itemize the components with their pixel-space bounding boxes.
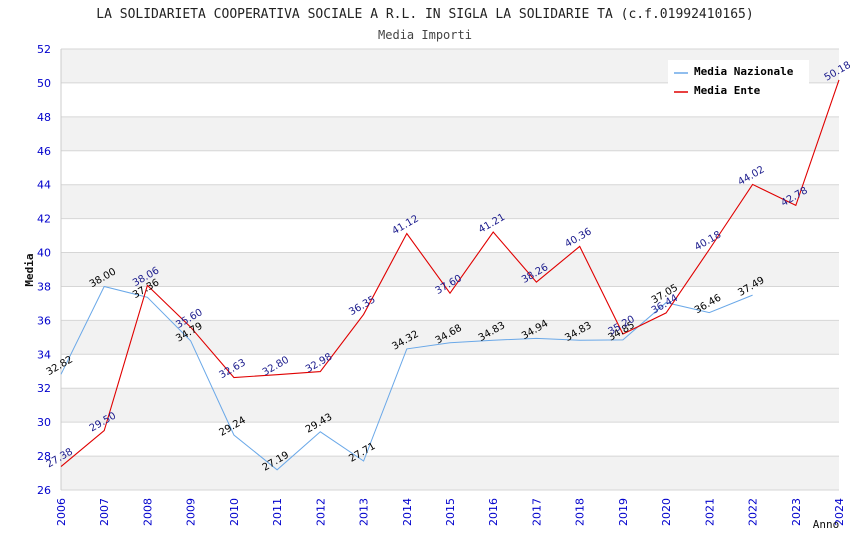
series-line-media-nazionale xyxy=(60,285,753,471)
legend: Media Nazionale Media Ente xyxy=(668,60,809,102)
x-tick-label: 2018 xyxy=(574,498,587,526)
x-tick-label: 2010 xyxy=(228,498,241,526)
x-tick-label: 2012 xyxy=(314,498,327,526)
plot-background-bands xyxy=(61,49,839,490)
x-tick-label: 2023 xyxy=(790,498,803,526)
y-tick-label: 30 xyxy=(37,416,51,429)
legend-label-media-ente: Media Ente xyxy=(694,84,761,97)
y-tick-label: 50 xyxy=(37,77,51,90)
x-tick-labels: 2006 2007 2008 2009 2010 2011 2012 2013 2014 2015… xyxy=(55,498,846,526)
y-tick-label: 34 xyxy=(37,348,51,361)
y-tick-label: 48 xyxy=(37,111,51,124)
data-label: 40.18 xyxy=(693,229,723,253)
x-tick-label: 2022 xyxy=(747,498,760,526)
x-tick-label: 2017 xyxy=(530,498,543,526)
y-tick-label: 44 xyxy=(37,179,51,192)
x-tick-label: 2021 xyxy=(703,498,716,526)
background-band xyxy=(61,388,839,423)
legend-label-media-nazionale: Media Nazionale xyxy=(694,65,794,78)
y-tick-label: 26 xyxy=(37,484,51,497)
x-tick-label: 2014 xyxy=(401,498,414,526)
x-tick-label: 2009 xyxy=(185,498,198,526)
y-tick-label: 52 xyxy=(37,43,51,56)
x-tick-label: 2020 xyxy=(660,498,673,526)
background-band xyxy=(61,116,839,151)
background-band xyxy=(61,456,839,490)
y-tick-label: 46 xyxy=(37,145,51,158)
x-tick-label: 2016 xyxy=(487,498,500,526)
x-tick-label: 2007 xyxy=(98,498,111,526)
y-tick-label: 42 xyxy=(37,213,51,226)
x-tick-label: 2015 xyxy=(444,498,457,526)
x-tick-label: 2013 xyxy=(358,498,371,526)
x-tick-label: 2011 xyxy=(271,498,284,526)
legend-box xyxy=(668,60,809,102)
chart-subtitle: Media Importi xyxy=(378,28,472,42)
y-tick-label: 28 xyxy=(37,450,51,463)
series-line-media-ente xyxy=(60,79,840,468)
y-tick-label: 32 xyxy=(37,382,51,395)
x-tick-label: 2024 xyxy=(833,498,846,526)
x-tick-label: 2008 xyxy=(141,498,154,526)
background-band xyxy=(61,252,839,287)
data-label: 40.36 xyxy=(563,226,593,250)
x-tick-label: 2019 xyxy=(617,498,630,526)
x-tick-label: 2006 xyxy=(55,498,68,526)
y-tick-labels: 26 28 30 32 34 36 38 40 42 44 46 48 50 52 xyxy=(37,43,51,497)
background-band xyxy=(61,320,839,355)
y-tick-label: 40 xyxy=(37,247,51,260)
y-tick-label: 36 xyxy=(37,314,51,327)
data-label: 36.35 xyxy=(347,294,377,318)
x-axis-label: Anno xyxy=(813,518,840,531)
y-tick-label: 38 xyxy=(37,280,51,293)
data-label: 32.63 xyxy=(217,357,247,381)
chart-title: LA SOLIDARIETA COOPERATIVA SOCIALE A R.L… xyxy=(96,7,753,22)
y-axis-label: Media xyxy=(23,253,36,286)
series-lines xyxy=(60,79,840,471)
background-band xyxy=(61,184,839,219)
